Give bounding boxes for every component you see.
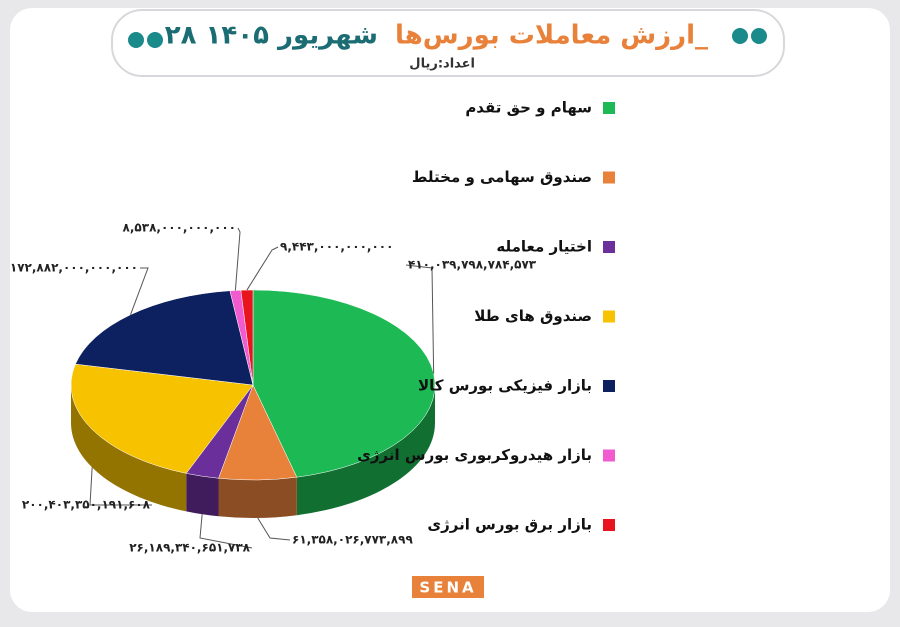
leader-line [405,264,435,374]
slice-side [71,385,187,512]
slice-side [186,473,219,517]
value-label: ۹,۴۴۳,۰۰۰,۰۰۰,۰۰۰ [280,240,393,254]
leader-line [130,267,149,315]
chart-subtitle: اعداد:ریال [409,57,475,72]
leader-line [257,517,291,541]
logo: SENA [419,579,476,597]
value-label: ۸,۵۳۸,۰۰۰,۰۰۰,۰۰۰ [123,221,236,235]
legend-label: سهام و حق تقدم [465,99,592,117]
legend-label: بازار هیدروکربوری بورس انرژی [357,446,592,464]
value-label: ۱۷۲,۸۸۲,۰۰۰,۰۰۰,۰۰۰ [10,261,138,275]
slice [70,363,254,474]
slice [252,289,436,478]
logo-box [412,576,484,598]
title-pill [111,9,785,77]
leader-line [89,467,152,506]
value-label: ۴۱۰,۰۳۹,۷۹۸,۷۸۴,۵۷۳ [408,258,537,272]
legend-swatch [603,519,615,531]
legend-swatch [603,241,615,253]
legend-swatch [603,102,615,114]
legend-label: بازار برق بورس انرژی [427,516,592,534]
slice-side [296,385,436,516]
legend-label: صندوق های طلا [474,307,592,325]
leader-line [199,514,253,549]
quote-left [128,32,163,48]
value-label: ۲۶,۱۸۹,۳۴۰,۶۵۱,۷۳۸ [129,541,250,555]
legend-swatch [603,310,615,323]
leader-line [246,246,279,291]
value-label: ۶۱,۳۵۸,۰۲۶,۷۷۳,۸۹۹ [292,533,413,547]
value-label: ۲۰۰,۴۰۳,۳۵۰,۱۹۱,۶۰۸ [22,498,151,512]
legend-swatch [603,449,615,462]
legend-label: صندوق سهامی و مختلط [412,168,592,186]
legend-swatch [603,171,615,184]
slice [240,289,254,386]
quote-right [732,28,767,44]
leader-line [234,227,241,291]
chart-title: ارزش معاملات بورس‌ها_ [395,21,708,51]
slice-side [218,477,297,519]
chart-title-date: ۲۸ شهریور ۱۴۰۵ [165,21,378,51]
legend-label: بازار فیزیکی بورس کالا [418,377,592,395]
legend-swatch [603,380,615,392]
legend-label: اختیار معامله [496,238,592,256]
